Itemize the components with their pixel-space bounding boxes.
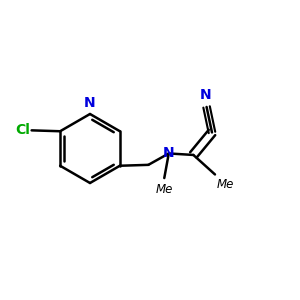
Text: Me: Me bbox=[217, 178, 234, 191]
Text: N: N bbox=[200, 88, 212, 103]
Text: N: N bbox=[163, 146, 175, 160]
Text: Cl: Cl bbox=[15, 123, 30, 137]
Text: N: N bbox=[84, 96, 95, 110]
Text: Me: Me bbox=[156, 184, 173, 196]
